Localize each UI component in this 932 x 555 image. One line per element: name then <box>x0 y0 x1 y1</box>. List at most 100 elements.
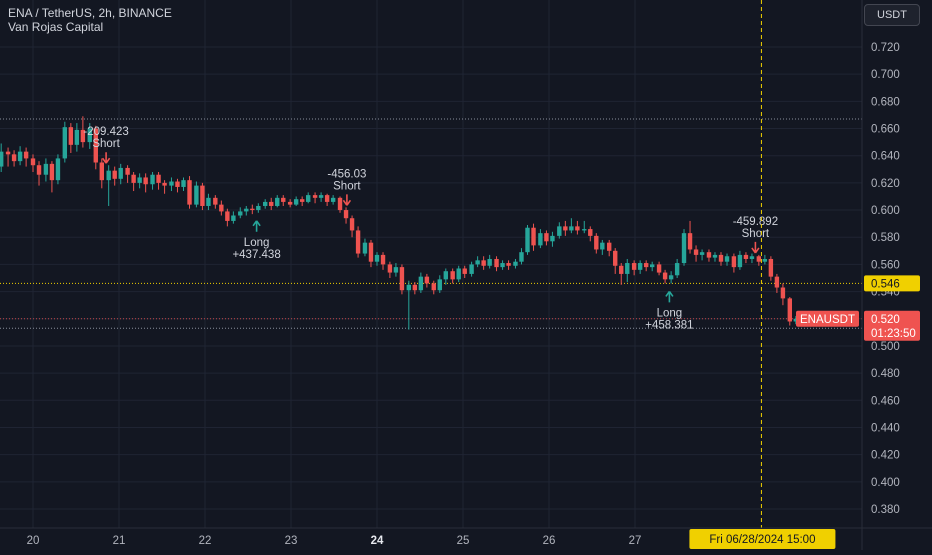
trade-pnl-label: -459.892 <box>733 216 778 228</box>
candle-down <box>36 165 42 175</box>
candle-down <box>693 249 699 255</box>
candle-down <box>431 283 436 291</box>
candle-down <box>30 158 36 166</box>
candle-up <box>557 226 562 236</box>
candle-up <box>238 211 243 216</box>
candle-down <box>613 250 618 266</box>
last-price-label: 0.520 <box>871 314 900 326</box>
candle-up <box>569 226 574 231</box>
y-tick-label: 0.660 <box>871 124 900 136</box>
candle-down <box>731 256 737 268</box>
candle-up <box>393 267 399 273</box>
candle-down <box>631 263 637 270</box>
candle-up <box>306 195 311 202</box>
short-arrow-icon <box>751 241 760 254</box>
candle-down <box>337 197 343 211</box>
candle-down <box>225 211 230 221</box>
candle-up <box>256 205 261 211</box>
candle-up <box>244 208 249 212</box>
candle-up <box>206 197 211 206</box>
currency-button[interactable]: USDT <box>864 4 920 26</box>
candle-down <box>494 258 499 268</box>
candle-down <box>481 260 486 266</box>
candle-down <box>619 265 624 274</box>
candle-up <box>625 263 630 274</box>
candle-down <box>99 162 104 181</box>
candle-up <box>62 127 68 159</box>
candle-down <box>743 254 749 259</box>
candle-down <box>312 195 318 198</box>
candle-up <box>487 258 492 266</box>
y-tick-label: 0.620 <box>871 178 900 190</box>
candle-up <box>374 254 380 262</box>
y-tick-label: 0.400 <box>871 477 900 489</box>
last-price-badge <box>864 310 920 341</box>
candle-down <box>23 151 29 159</box>
y-tick-label: 0.380 <box>871 504 900 516</box>
long-arrow-icon <box>665 290 674 303</box>
candle-up <box>194 185 199 205</box>
y-tick-label: 0.720 <box>871 42 900 54</box>
candle-up <box>469 264 474 274</box>
candle-down <box>450 271 455 280</box>
y-tick-label: 0.440 <box>871 422 900 434</box>
candle-down <box>787 298 792 322</box>
candle-up <box>362 242 368 254</box>
x-tick-label: 22 <box>199 535 212 547</box>
trade-side-label: Long <box>244 237 270 249</box>
crosshair-time-label: Fri 06/28/2024 15:00 <box>709 534 815 546</box>
candle-up <box>74 129 80 145</box>
candle-up <box>106 170 111 181</box>
y-tick-label: 0.500 <box>871 341 900 353</box>
y-tick-label: 0.480 <box>871 368 900 380</box>
candle-down <box>563 226 568 231</box>
candle-up <box>724 256 730 262</box>
candle-down <box>656 264 662 273</box>
candle-down <box>281 197 286 202</box>
candle-up <box>181 180 186 187</box>
candle-up <box>637 263 643 270</box>
candle-up <box>406 284 412 291</box>
candle-down <box>412 284 418 291</box>
candle-up <box>519 252 524 262</box>
candle-up <box>118 167 123 179</box>
candle-up <box>150 174 155 185</box>
candle-up <box>582 229 587 231</box>
trade-side-label: Short <box>92 138 120 150</box>
candle-down <box>299 199 305 202</box>
candle-up <box>749 256 755 259</box>
candle-down <box>768 258 774 277</box>
candle-down <box>462 268 467 274</box>
candle-down <box>143 177 148 185</box>
candle-up <box>418 276 424 291</box>
level-price-badge <box>864 275 920 292</box>
candle-down <box>399 267 405 291</box>
candle-down <box>175 181 180 187</box>
trade-pnl-label: -456.03 <box>327 168 366 180</box>
candle-up <box>318 195 324 198</box>
candle-down <box>718 254 724 262</box>
trade-pnl-label: +458.381 <box>645 319 693 331</box>
short-arrow-icon <box>101 152 111 164</box>
chart-author: Van Rojas Capital <box>8 20 104 34</box>
crosshair-time-badge <box>689 529 836 549</box>
candle-down <box>80 129 86 143</box>
chart-title: ENA / TetherUS, 2h, BINANCE <box>8 6 172 20</box>
symbol-label: ENAUSDT <box>800 314 855 326</box>
candle-down <box>662 272 668 280</box>
candle-down <box>349 218 355 231</box>
candle-down <box>575 226 580 231</box>
candle-down <box>187 180 192 205</box>
y-tick-label: 0.640 <box>871 151 900 163</box>
candle-up <box>538 233 543 246</box>
trade-side-label: Short <box>742 228 770 240</box>
short-arrow-icon <box>342 194 352 206</box>
candle-down <box>213 197 218 205</box>
candle-up <box>668 275 674 280</box>
candle-up <box>737 254 743 268</box>
trade-pnl-label: -209.423 <box>83 126 128 138</box>
candle-down <box>544 233 549 242</box>
